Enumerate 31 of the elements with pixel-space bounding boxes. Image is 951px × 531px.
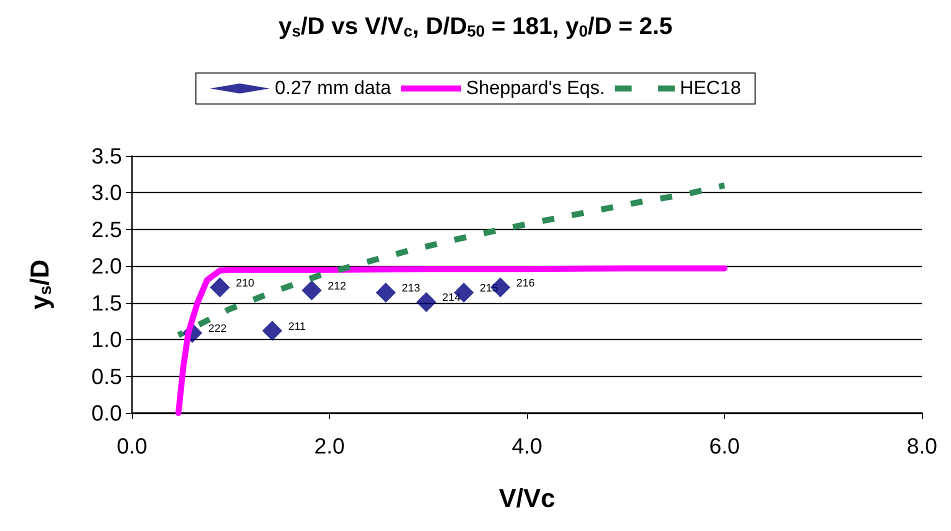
chart-title: ys/D vs V/Vc, D/D50 = 181, y0/D = 2.5 [278,13,673,40]
point [262,320,282,341]
y-tick-label: 2.0 [91,254,122,279]
point [302,280,322,300]
point [210,277,230,298]
y-tick-label: 3.0 [91,180,122,206]
x-tick-label: 0.0 [116,434,148,458]
point [376,282,396,303]
x-tick-label: 6.0 [709,434,740,458]
annotation: 222 [208,322,227,335]
annotation: 213 [402,282,420,295]
y-axis-title: ys/D [24,260,55,310]
y-tick-label: 1.0 [91,327,122,352]
legend-label: Sheppard's Eqs. [466,78,605,99]
y-tick-label: 2.5 [91,216,122,242]
x-tick-label: 2.0 [314,434,345,458]
y-tick-label: 3.5 [91,144,122,168]
point [416,292,436,312]
x-tick-label: 8.0 [906,434,938,458]
annotation: 216 [516,277,535,290]
legend-label: HEC18 [680,78,742,99]
y-tick-label: 1.5 [91,290,122,316]
annotation: 212 [328,280,346,292]
y-tick-label: 0.5 [91,364,122,389]
annotation: 210 [236,277,254,290]
annotation: 214 [442,292,461,304]
x-axis-title: V/Vc [498,483,556,513]
x-tick-label: 4.0 [512,434,542,458]
annotation: 211 [288,320,306,333]
y-tick-label: 0.0 [91,400,122,426]
legend-label: 0.27 mm data [274,78,392,99]
